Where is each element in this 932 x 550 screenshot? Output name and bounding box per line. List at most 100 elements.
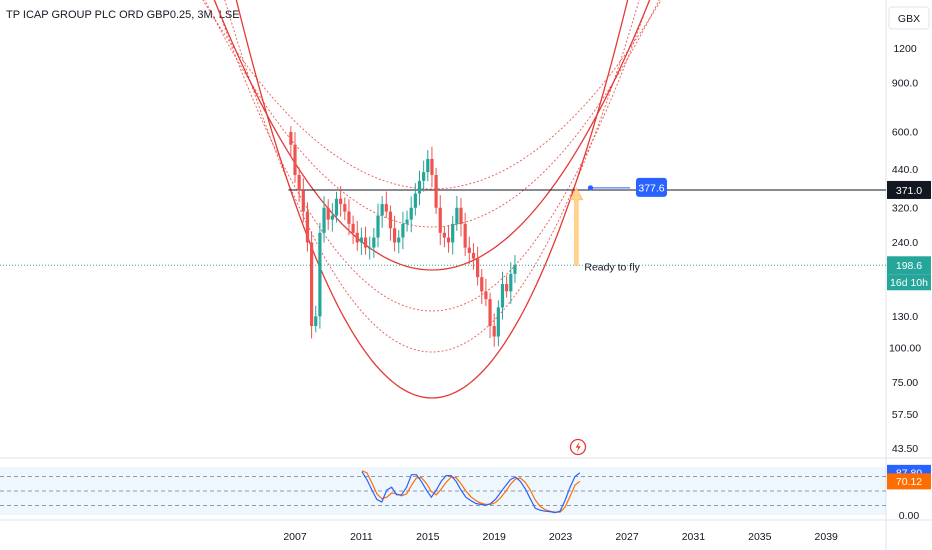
- resistance-price-tag-text: 371.0: [896, 185, 922, 197]
- time-tick-label: 2011: [350, 531, 373, 543]
- candle: [334, 191, 339, 223]
- channel-curve-4: [213, 0, 651, 271]
- last-price-tag-text: 198.6: [896, 260, 922, 272]
- candle: [509, 262, 513, 304]
- candle: [318, 222, 322, 329]
- channel-curve-3: [214, 0, 650, 312]
- candle: [401, 211, 405, 250]
- candle: [463, 212, 467, 256]
- candle: [422, 160, 426, 192]
- price-tick-label: 57.50: [892, 409, 918, 421]
- time-tick-label: 2019: [483, 531, 507, 543]
- candlestick-series: [289, 126, 517, 347]
- candle: [409, 196, 413, 233]
- candle: [459, 198, 463, 237]
- candle: [513, 255, 517, 283]
- candle: [314, 305, 318, 333]
- price-tick-label: 130.0: [892, 311, 918, 323]
- candle: [476, 246, 480, 286]
- event-flash-icon[interactable]: [569, 438, 587, 456]
- stoch-zero-label: 0.00: [899, 510, 920, 522]
- candle: [359, 227, 363, 256]
- target-price-label: 377.6: [638, 182, 664, 194]
- stoch-d-tag: 70.12: [887, 473, 931, 490]
- candle: [505, 275, 509, 298]
- time-tick-label: 2035: [748, 531, 772, 543]
- time-tick-label: 2007: [283, 531, 307, 543]
- price-tick-label: 43.50: [892, 443, 918, 455]
- stoch-zero-label-text: 0.00: [899, 510, 920, 522]
- candle: [347, 199, 351, 236]
- candle: [488, 292, 492, 339]
- candle: [326, 199, 330, 230]
- currency-label: GBX: [898, 13, 920, 25]
- candle: [339, 186, 343, 217]
- candle: [293, 132, 297, 183]
- price-tick-label: 900.0: [892, 78, 918, 90]
- price-axis[interactable]: 1200 900.0 600.0 440.0 320.0 240.0 130.0 100.00…: [889, 43, 921, 455]
- candle: [417, 170, 422, 206]
- candle: [426, 150, 430, 182]
- price-tick-label: 320.0: [892, 202, 918, 214]
- time-tick-label: 2015: [416, 531, 440, 543]
- candle: [351, 215, 355, 245]
- candle: [310, 231, 314, 339]
- candle: [492, 313, 496, 347]
- candle: [471, 243, 476, 270]
- candle: [480, 268, 484, 304]
- time-tick-label: 2023: [549, 531, 573, 543]
- candle: [451, 215, 455, 255]
- chart-title: TP ICAP GROUP PLC ORD GBP0.25, 3M, LSE: [6, 9, 240, 21]
- countdown-tag: 16d 10h: [887, 274, 931, 291]
- target-arrow-shape: [569, 187, 584, 266]
- price-tick-label: 100.00: [889, 343, 921, 355]
- parabolic-channel: [202, 0, 662, 399]
- candle: [372, 228, 376, 258]
- candle: [297, 167, 301, 202]
- resistance-price-tag: 371.0: [887, 180, 931, 199]
- channel-curve-2: [224, 0, 640, 353]
- price-tick-label: 75.00: [892, 377, 918, 389]
- time-tick-label: 2031: [682, 531, 706, 543]
- candle: [393, 215, 397, 252]
- time-axis[interactable]: 2007 2011 2015 2019 2023 2027 2031 2035 2039: [283, 531, 838, 543]
- price-tick-label: 1200: [893, 43, 917, 55]
- candle: [384, 191, 388, 218]
- candle: [455, 195, 459, 231]
- candle: [430, 146, 434, 188]
- target-point: [587, 185, 594, 191]
- price-tick-label: 600.0: [892, 127, 918, 139]
- stoch-d-tag-text: 70.12: [896, 476, 922, 488]
- horizontal-levels: [0, 185, 886, 266]
- candle: [343, 197, 347, 221]
- last-price-tag: 198.6: [887, 256, 931, 275]
- candle: [322, 196, 326, 243]
- target-price-badge[interactable]: 377.6: [636, 177, 667, 197]
- stochastic-axis: 87.8070.120.00: [887, 464, 931, 522]
- candle: [376, 203, 380, 248]
- candle: [301, 178, 305, 223]
- time-tick-label: 2039: [815, 531, 839, 543]
- stochastic-oscillator: [0, 470, 886, 514]
- candle: [496, 300, 500, 347]
- stoch-k-line: [361, 471, 581, 514]
- annotation-ready-to-fly: Ready to fly: [584, 261, 640, 273]
- currency-badge[interactable]: GBX: [888, 6, 930, 30]
- time-tick-label: 2027: [615, 531, 639, 543]
- price-tags: 371.0 198.6 16d 10h: [887, 180, 931, 291]
- candle: [500, 271, 505, 320]
- price-tick-label: 440.0: [892, 164, 918, 176]
- candle: [363, 226, 368, 255]
- channel-curve-1: [235, 0, 629, 399]
- candle: [413, 183, 417, 216]
- candle: [388, 205, 393, 241]
- channel-curve-5: [204, 0, 660, 228]
- candle: [446, 225, 451, 253]
- candle: [305, 202, 310, 252]
- channel-curve-6: [202, 0, 662, 190]
- target-arrow: [569, 187, 584, 266]
- candle: [405, 210, 409, 232]
- countdown-text: 16d 10h: [890, 277, 928, 289]
- candle: [330, 203, 334, 232]
